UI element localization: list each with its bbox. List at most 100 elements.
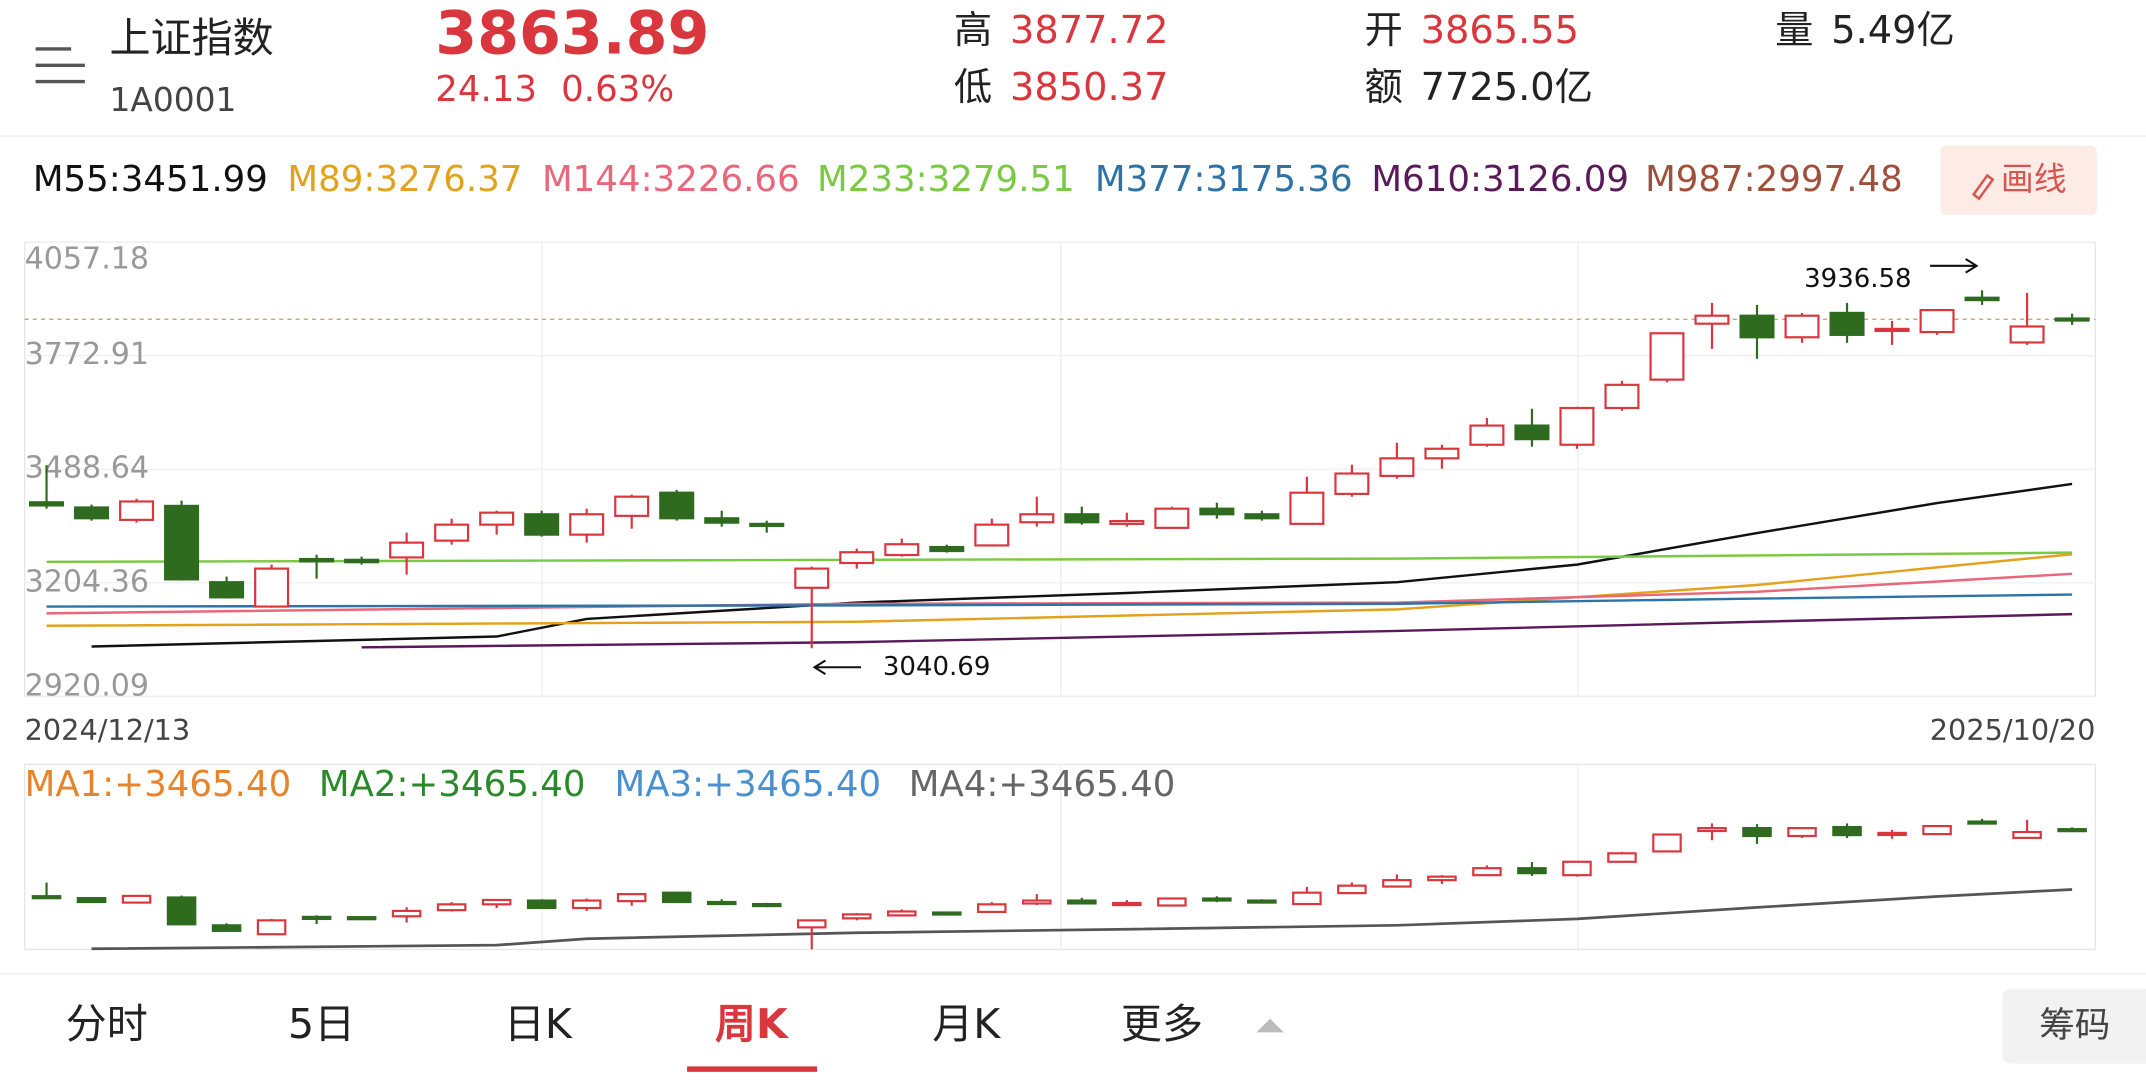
candle-body (1649, 332, 1685, 381)
tab[interactable]: 5日 (288, 1000, 355, 1048)
y-tick-label: 3772.91 (25, 337, 149, 372)
candle-body (166, 896, 197, 926)
candle-body (1922, 824, 1952, 836)
candle-body (1067, 899, 1097, 905)
tab[interactable]: 更多 (1121, 1000, 1203, 1048)
candle-body (1742, 827, 1772, 838)
candle-body (1109, 519, 1145, 525)
tab[interactable]: 月K (932, 1000, 1001, 1048)
candle-body (884, 543, 920, 557)
ma-line (46, 572, 2073, 615)
candle-body (211, 924, 242, 932)
y-tick-label: 3488.64 (25, 451, 149, 486)
candle-body (977, 903, 1007, 914)
chip-button[interactable]: 筹码 (2039, 1005, 2110, 1046)
candle-body (121, 894, 152, 904)
candle-body (1919, 309, 1955, 334)
menu-icon[interactable] (35, 47, 85, 84)
candle-body (1292, 891, 1322, 906)
y-tick-label: 4057.18 (25, 241, 149, 276)
ma-line (91, 888, 2073, 951)
low-arrow (812, 659, 862, 675)
ma-legend: M377:3175.36 (1095, 159, 1353, 200)
y-tick-label: 3204.36 (25, 564, 149, 599)
candle-body (1289, 491, 1325, 525)
candle-body (1832, 825, 1862, 837)
tab[interactable]: 周K (715, 1000, 789, 1048)
stat-label: 量 (1775, 9, 1813, 53)
candle-body (29, 501, 65, 507)
stat-value: 3865.55 (1421, 9, 1579, 53)
ma-legend: M144:3226.66 (542, 159, 800, 200)
index-code: 1A0001 (109, 81, 236, 119)
candle-body (301, 915, 332, 921)
candle-body (1019, 513, 1055, 524)
high-arrow (1930, 258, 1979, 274)
ma-legend: M233:3279.51 (817, 159, 1075, 200)
candle-body (1967, 820, 1997, 825)
stat-label: 开 (1365, 9, 1403, 53)
candle-body (1022, 899, 1052, 905)
candle-body (2054, 317, 2090, 322)
candle-body (1469, 424, 1505, 446)
sub-legend: MA3:+3465.40 (615, 764, 882, 805)
stat-value: 5.49亿 (1831, 9, 1955, 53)
candle-body (1064, 513, 1100, 524)
candle-body (344, 558, 380, 564)
candle-body (1829, 311, 1865, 336)
sub-legend: MA2:+3465.40 (319, 764, 586, 805)
candle-body (389, 541, 425, 559)
candle-body (1697, 827, 1727, 833)
candle-body (481, 898, 512, 906)
candle-body (794, 567, 830, 589)
candle-body (751, 902, 782, 908)
candle-body (434, 523, 470, 542)
stat-value: 3850.37 (1010, 66, 1168, 110)
candle-body (1337, 884, 1367, 895)
candle-body (2012, 830, 2042, 839)
candle-body (659, 491, 695, 520)
candle-body (256, 919, 287, 936)
candle-body (569, 513, 605, 536)
candle-body (1784, 314, 1820, 339)
y-tick-label: 2920.09 (25, 668, 149, 703)
tab[interactable]: 日K (504, 1000, 573, 1048)
draw-button[interactable]: 画线 (1940, 145, 2097, 215)
candle-body (1154, 507, 1190, 529)
candle-body (661, 891, 692, 904)
pencil-icon (1971, 173, 1995, 201)
sub-legend: MA1:+3465.40 (25, 764, 292, 805)
price: 3863.89 (435, 0, 709, 68)
candle-body (1694, 314, 1730, 325)
tab[interactable]: 分时 (66, 1000, 148, 1048)
candle-body (1559, 406, 1595, 446)
candle-body (524, 513, 560, 536)
candle-body (1562, 860, 1592, 877)
ma-legend: M610:3126.09 (1371, 159, 1629, 200)
candle-body (1604, 383, 1640, 410)
high-annotation: 3936.58 (1804, 264, 1911, 294)
candle-body (1514, 424, 1550, 441)
ma-line (46, 553, 2073, 627)
candle-body (614, 495, 650, 517)
candle-body (1964, 296, 2000, 302)
candle-body (839, 551, 875, 565)
candle-body (1244, 513, 1280, 520)
candle-body (1607, 852, 1637, 863)
candle-body (1472, 867, 1502, 877)
candle-body (436, 903, 467, 912)
ma-line (361, 612, 2073, 649)
low-annotation: 3040.69 (883, 652, 990, 682)
candle-body (1877, 831, 1907, 837)
candle-body (74, 506, 110, 520)
candle-body (2057, 828, 2087, 833)
candle-body (1427, 875, 1457, 882)
chip-button-bg[interactable] (2002, 988, 2146, 1064)
candle-body (254, 567, 290, 608)
candle-body (2009, 325, 2045, 344)
candle-body (1517, 867, 1547, 875)
sub-legend: MA4:+3465.40 (909, 764, 1176, 805)
candle-body (1652, 833, 1682, 853)
candle-body (479, 511, 515, 526)
